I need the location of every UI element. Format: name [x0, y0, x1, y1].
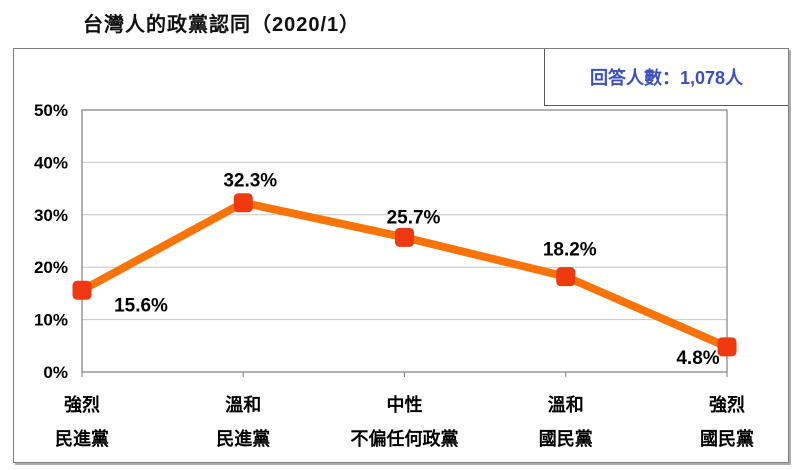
x-axis-label: 民進黨 — [55, 428, 109, 449]
x-axis-label: 中性 — [387, 394, 423, 415]
data-point-marker — [72, 280, 92, 300]
data-point-value-label: 25.7% — [387, 207, 441, 228]
data-point-value-label: 18.2% — [543, 240, 597, 261]
x-axis-label: 國民黨 — [700, 428, 754, 449]
data-point-value-label: 32.3% — [223, 171, 277, 192]
x-axis-label: 國民黨 — [539, 428, 593, 449]
data-point-marker — [395, 227, 414, 247]
y-axis-label: 40% — [34, 153, 68, 172]
x-axis-label: 強烈 — [709, 394, 745, 415]
x-axis-label: 溫和 — [225, 394, 261, 415]
y-axis-label: 10% — [34, 311, 68, 330]
x-axis-label: 不偏任何政黨 — [351, 428, 459, 449]
y-axis-label: 20% — [34, 258, 68, 277]
data-point-marker — [717, 337, 737, 357]
data-point-marker — [556, 267, 576, 287]
chart-frame: 回答人數：1,078人 0% 10% 20% 30% 40% 50% 強烈民進黨 溫和民進黨 中… — [13, 48, 789, 463]
x-axis-label: 民進黨 — [216, 428, 270, 449]
y-axis-label: 50% — [34, 101, 68, 120]
y-axis-label: 0% — [43, 363, 68, 382]
data-point-marker — [233, 193, 253, 213]
respondent-count-badge: 回答人數：1,078人 — [544, 49, 788, 106]
y-axis-label: 30% — [34, 206, 68, 225]
x-axis-label: 溫和 — [548, 394, 584, 415]
x-axis-label: 強烈 — [64, 394, 100, 415]
data-point-value-label: 15.6% — [114, 295, 168, 316]
page-title: 台灣人的政黨認同（2020/1） — [83, 14, 361, 36]
respondent-count-text: 回答人數：1,078人 — [589, 68, 744, 88]
data-point-value-label: 4.8% — [676, 348, 719, 369]
